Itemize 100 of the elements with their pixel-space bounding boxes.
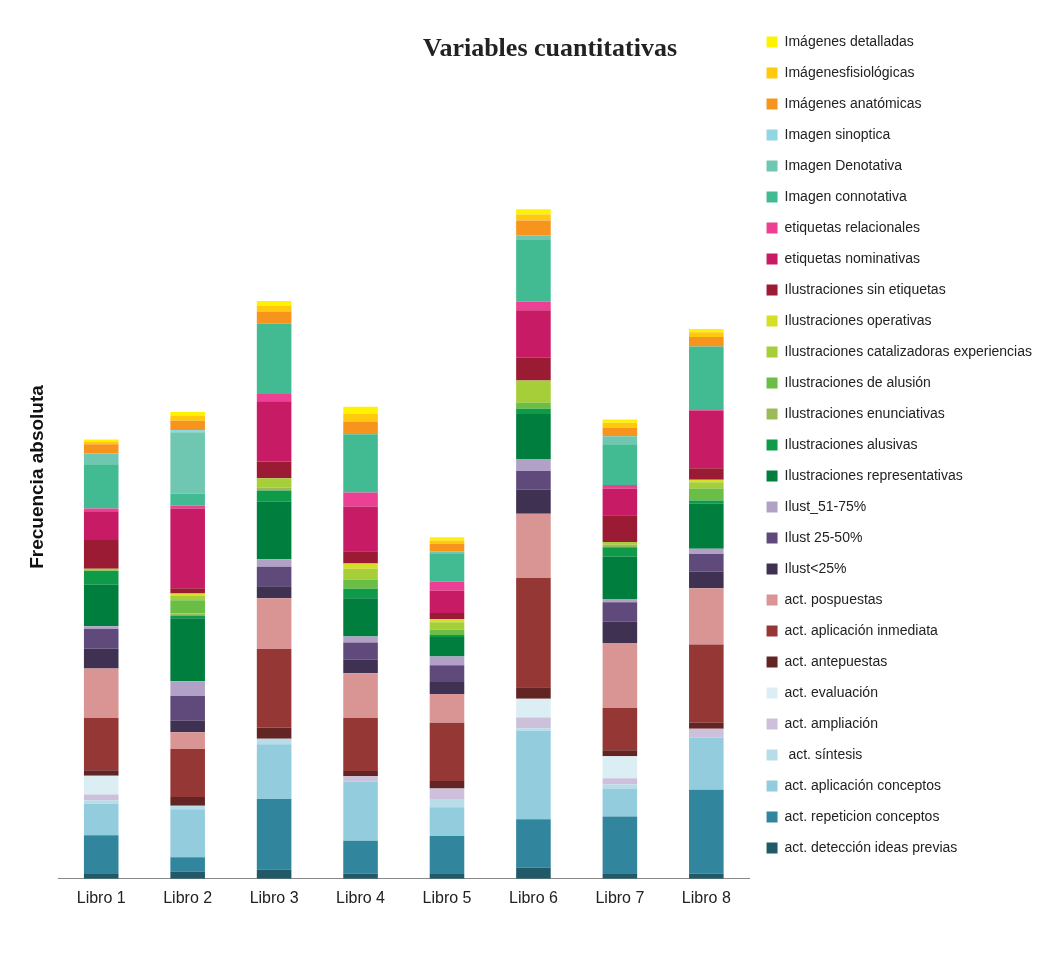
bar: [602, 515, 638, 542]
bar: [343, 568, 378, 580]
bar: [83, 539, 119, 569]
bar: [516, 214, 551, 221]
bar: [602, 427, 638, 437]
bar: [516, 698, 551, 718]
bar: [343, 434, 378, 493]
bar: [83, 584, 119, 627]
bar: [429, 637, 465, 657]
bar: [516, 717, 551, 729]
bar: [343, 770, 378, 777]
bar: [516, 687, 551, 699]
bar: [343, 873, 378, 879]
legend-label: Ilust 25-50%: [784, 528, 863, 545]
bar: [83, 668, 119, 719]
bar: [83, 835, 119, 875]
bar: [343, 406, 378, 415]
bar: [602, 643, 638, 709]
legend-label: etiquetas nominativas: [784, 249, 920, 266]
bar: [689, 554, 724, 572]
x-tick-label: Libro 6: [508, 888, 558, 906]
legend-label: act. repeticion conceptos: [784, 807, 940, 824]
bar: [429, 807, 465, 836]
bar: [602, 436, 638, 445]
bar: [602, 419, 638, 423]
bar: [689, 337, 724, 347]
legend-label: Ilustraciones alusivas: [784, 435, 918, 452]
legend-label: Imagen sinoptica: [784, 125, 891, 142]
bar: [429, 693, 465, 723]
bar: [256, 799, 292, 870]
bar: [256, 311, 292, 324]
bar: [83, 570, 119, 585]
bar: [256, 738, 292, 745]
bar: [429, 835, 465, 875]
bar: [516, 402, 551, 409]
legend-label: Ilustraciones sin etiquetas: [784, 280, 946, 297]
bar: [516, 357, 551, 381]
legend-label: Imagen connotativa: [784, 187, 907, 204]
bar: [83, 629, 119, 649]
bar: [429, 799, 465, 808]
x-tick-label: Libro 3: [249, 888, 299, 906]
bar: [689, 588, 724, 645]
bar: [429, 612, 465, 619]
bar: [343, 718, 378, 771]
bar: [256, 401, 292, 462]
legend-label: act. síntesis: [784, 745, 863, 762]
bar: [689, 548, 724, 555]
bar: [256, 598, 292, 650]
bar: [83, 508, 119, 512]
bar: [83, 718, 119, 771]
bar: [689, 789, 724, 874]
bar: [516, 819, 551, 868]
bar: [256, 559, 292, 567]
bar: [343, 642, 378, 660]
bar: [516, 414, 551, 459]
bar: [429, 590, 465, 613]
bar: [170, 797, 205, 806]
bar: [83, 444, 119, 454]
legend-label: act. evaluación: [784, 683, 878, 700]
bar: [516, 728, 551, 731]
bar: [516, 458, 551, 471]
bar: [256, 744, 292, 800]
bar: [343, 598, 378, 637]
bar: [83, 648, 119, 669]
bar: [689, 737, 724, 790]
bar: [689, 332, 724, 338]
bar: [256, 461, 292, 479]
bar: [256, 478, 292, 488]
bar: [516, 301, 551, 311]
bar: [689, 346, 724, 411]
bar: [602, 784, 638, 790]
bar: [516, 239, 551, 302]
bar: [256, 300, 292, 306]
bar: [170, 732, 205, 749]
bar: [429, 581, 465, 591]
bar: [602, 602, 638, 622]
bar: [170, 508, 205, 589]
bar: [689, 329, 724, 333]
legend-label: Imágenes anatómicas: [784, 94, 922, 111]
bar: [170, 493, 205, 506]
bar: [602, 756, 638, 779]
bar: [343, 563, 378, 569]
bar: [689, 644, 724, 723]
bar: [170, 420, 205, 431]
bar: [516, 489, 551, 514]
bar: [602, 621, 638, 644]
legend-label: Ilustraciones enunciativas: [784, 404, 945, 421]
bar: [429, 635, 465, 638]
bar: [343, 781, 378, 841]
x-tick-label: Libro 8: [681, 888, 731, 906]
bar: [83, 775, 119, 795]
bar: [170, 593, 205, 596]
y-axis-title: Frecuencia absoluta: [26, 384, 48, 569]
x-tick-label: Libro 7: [595, 888, 645, 906]
bar: [516, 310, 551, 358]
bar: [83, 803, 119, 836]
legend-label: Ilust_51-75%: [784, 497, 867, 514]
bar: [516, 235, 551, 240]
bar: [516, 220, 551, 236]
bar: [170, 805, 205, 810]
